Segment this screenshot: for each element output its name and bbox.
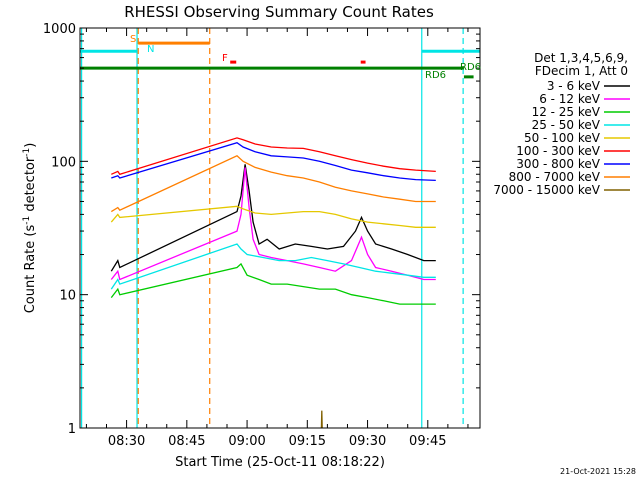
legend-entry-label: 7000 - 15000 keV — [493, 183, 600, 197]
series-line — [111, 137, 436, 176]
flag-label-f: F — [222, 53, 228, 64]
legend-entry-label: 100 - 300 keV — [516, 144, 600, 158]
series-line — [111, 141, 436, 182]
y-axis-label-sup1: -1 — [22, 216, 32, 225]
legend-entry-label: 6 - 12 keV — [539, 92, 601, 106]
series-line — [320, 410, 323, 429]
legend-entry-label: 12 - 25 keV — [532, 105, 601, 119]
x-tick-label: 08:30 — [108, 434, 145, 449]
series-line — [110, 243, 436, 290]
flag-label-rd6-low: RD6 — [425, 70, 446, 81]
chart-title: RHESSI Observing Summary Count Rates — [124, 3, 434, 21]
legend-entry-label: 800 - 7000 keV — [509, 170, 601, 184]
legend-entry-label: 50 - 100 keV — [524, 131, 601, 145]
y-tick-label: 10 — [59, 289, 76, 304]
flag-label-rd6-top: RD6 — [460, 62, 481, 73]
legend: Det 1,3,4,5,6,9,FDecim 1, Att 03 - 6 keV… — [493, 51, 630, 197]
svg-text:Count Rate (s-1 detector-1): Count Rate (s-1 detector-1) — [22, 143, 38, 314]
plot-frame — [79, 27, 481, 429]
series-line — [110, 205, 436, 228]
x-tick-label: 09:15 — [289, 434, 326, 449]
x-tick-label: 09:30 — [349, 434, 386, 449]
y-tick-label: 100 — [51, 155, 76, 170]
y-axis-label-main: Count Rate (s — [23, 225, 38, 314]
series-layer — [110, 137, 436, 429]
y-axis-label-close: ) — [23, 143, 38, 148]
y-axis-label-rest: detector — [23, 156, 38, 216]
series-line — [110, 262, 436, 305]
flag-bars — [80, 41, 480, 79]
series-line — [110, 164, 436, 272]
legend-entry-label: 3 - 6 keV — [547, 79, 601, 93]
legend-entry-label: 25 - 50 keV — [532, 118, 601, 132]
y-axis-label-sup2: -1 — [22, 148, 32, 157]
y-axis-label: Count Rate (s-1 detector-1) — [22, 143, 38, 314]
x-tick-label: 09:00 — [228, 434, 265, 449]
legend-header: FDecim 1, Att 0 — [535, 64, 628, 78]
overlay-lines — [81, 28, 464, 428]
x-axis-label: Start Time (25-Oct-11 08:18:22) — [175, 455, 385, 470]
legend-entry-label: 300 - 800 keV — [516, 157, 600, 171]
y-axis: 1 10 100 1000 — [43, 22, 480, 437]
legend-header: Det 1,3,4,5,6,9, — [534, 51, 628, 65]
x-axis: 08:30 08:45 09:00 09:15 09:30 09:45 — [85, 28, 469, 449]
x-tick-label: 09:45 — [409, 434, 446, 449]
footer-timestamp: 21-Oct-2021 15:28 — [560, 467, 636, 476]
flag-label-s: S — [130, 34, 136, 45]
x-tick-label: 08:45 — [168, 434, 205, 449]
y-tick-label: 1000 — [43, 22, 76, 37]
flag-label-n: N — [147, 44, 154, 55]
series-line — [110, 155, 436, 213]
series-line — [110, 167, 436, 281]
y-tick-label: 1 — [68, 422, 76, 437]
